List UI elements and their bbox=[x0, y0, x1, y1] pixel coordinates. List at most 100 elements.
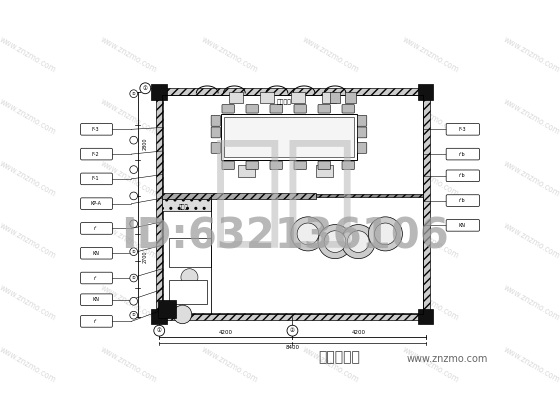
Text: www.znzmo.com: www.znzmo.com bbox=[99, 97, 158, 137]
Text: F-2: F-2 bbox=[92, 152, 100, 157]
Text: www.znzmo.com: www.znzmo.com bbox=[300, 159, 360, 199]
Text: www.znzmo.com: www.znzmo.com bbox=[502, 221, 560, 261]
Circle shape bbox=[324, 231, 346, 252]
Text: ①: ① bbox=[132, 313, 136, 317]
Text: ①: ① bbox=[143, 86, 148, 91]
Circle shape bbox=[130, 166, 138, 173]
Circle shape bbox=[130, 192, 138, 200]
Bar bbox=[169, 238, 211, 267]
Text: ①: ① bbox=[132, 276, 136, 280]
Bar bbox=[162, 95, 423, 314]
FancyBboxPatch shape bbox=[81, 148, 113, 160]
FancyBboxPatch shape bbox=[342, 105, 354, 113]
Circle shape bbox=[297, 223, 319, 245]
Text: www.znzmo.com: www.znzmo.com bbox=[199, 345, 259, 385]
Text: www.znzmo.com: www.znzmo.com bbox=[0, 283, 58, 323]
Text: 商务中心: 商务中心 bbox=[277, 100, 292, 105]
Text: www.znzmo.com: www.znzmo.com bbox=[199, 35, 259, 75]
FancyBboxPatch shape bbox=[446, 220, 479, 231]
Text: ②: ② bbox=[290, 328, 295, 333]
Circle shape bbox=[318, 225, 352, 259]
Text: r': r' bbox=[94, 276, 97, 281]
Text: www.znzmo.com: www.znzmo.com bbox=[300, 35, 360, 75]
Bar bbox=[169, 280, 207, 304]
Circle shape bbox=[130, 220, 138, 228]
Bar bbox=[345, 92, 356, 103]
Text: r'b: r'b bbox=[459, 198, 465, 203]
Text: r'b: r'b bbox=[459, 173, 465, 178]
FancyBboxPatch shape bbox=[318, 161, 330, 170]
Text: www.znzmo.com: www.znzmo.com bbox=[401, 283, 461, 323]
FancyBboxPatch shape bbox=[81, 173, 113, 185]
FancyBboxPatch shape bbox=[211, 116, 221, 126]
Text: www.znzmo.com: www.znzmo.com bbox=[300, 345, 360, 385]
Circle shape bbox=[347, 231, 369, 252]
FancyBboxPatch shape bbox=[246, 161, 258, 170]
Text: www.znzmo.com: www.znzmo.com bbox=[401, 159, 461, 199]
Text: 2800: 2800 bbox=[143, 138, 148, 150]
Circle shape bbox=[140, 83, 151, 94]
Text: KP-A: KP-A bbox=[90, 201, 101, 206]
Text: www.znzmo.com: www.znzmo.com bbox=[300, 221, 360, 261]
Bar bbox=[330, 92, 340, 103]
Text: r'b: r'b bbox=[459, 152, 465, 157]
Bar bbox=[291, 92, 305, 103]
FancyBboxPatch shape bbox=[81, 315, 113, 327]
Text: www.znzmo.com: www.znzmo.com bbox=[300, 283, 360, 323]
Text: r': r' bbox=[94, 226, 97, 231]
Text: ①: ① bbox=[132, 249, 136, 254]
Bar bbox=[418, 309, 433, 325]
Text: F-1: F-1 bbox=[92, 176, 100, 181]
Text: www.znzmo.com: www.znzmo.com bbox=[502, 97, 560, 137]
FancyBboxPatch shape bbox=[294, 161, 306, 170]
FancyBboxPatch shape bbox=[446, 123, 479, 135]
Text: www.znzmo.com: www.znzmo.com bbox=[401, 221, 461, 261]
Text: www.znzmo.com: www.znzmo.com bbox=[407, 354, 488, 364]
FancyBboxPatch shape bbox=[294, 105, 306, 113]
Text: www.znzmo.com: www.znzmo.com bbox=[0, 35, 58, 75]
Text: 4200: 4200 bbox=[219, 330, 233, 335]
Bar bbox=[156, 92, 163, 317]
FancyBboxPatch shape bbox=[81, 247, 113, 259]
FancyBboxPatch shape bbox=[270, 105, 282, 113]
Text: ①: ① bbox=[132, 92, 136, 96]
FancyBboxPatch shape bbox=[222, 161, 234, 170]
Text: 知未资料库: 知未资料库 bbox=[318, 350, 360, 364]
Bar bbox=[162, 199, 211, 211]
FancyBboxPatch shape bbox=[81, 223, 113, 234]
Circle shape bbox=[291, 217, 325, 251]
Bar bbox=[152, 309, 167, 325]
Circle shape bbox=[154, 325, 165, 336]
FancyBboxPatch shape bbox=[211, 127, 221, 138]
Text: www.znzmo.com: www.znzmo.com bbox=[199, 221, 259, 261]
Circle shape bbox=[130, 90, 138, 97]
Text: ID:632136106: ID:632136106 bbox=[121, 215, 449, 257]
Bar bbox=[423, 92, 430, 317]
Bar bbox=[260, 92, 274, 103]
Circle shape bbox=[341, 225, 375, 259]
Text: F-3: F-3 bbox=[92, 127, 100, 132]
FancyBboxPatch shape bbox=[246, 105, 258, 113]
FancyBboxPatch shape bbox=[342, 161, 354, 170]
FancyBboxPatch shape bbox=[81, 272, 113, 284]
Text: www.znzmo.com: www.znzmo.com bbox=[199, 283, 259, 323]
Bar bbox=[316, 194, 423, 197]
Text: www.znzmo.com: www.znzmo.com bbox=[99, 35, 158, 75]
Text: www.znzmo.com: www.znzmo.com bbox=[502, 159, 560, 199]
Text: www.znzmo.com: www.znzmo.com bbox=[502, 283, 560, 323]
Bar bbox=[238, 165, 255, 177]
Text: www.znzmo.com: www.znzmo.com bbox=[199, 97, 259, 137]
FancyBboxPatch shape bbox=[81, 123, 113, 135]
Bar bbox=[158, 300, 176, 318]
FancyBboxPatch shape bbox=[357, 127, 367, 138]
Text: 2700: 2700 bbox=[143, 250, 148, 262]
FancyBboxPatch shape bbox=[357, 142, 367, 153]
Circle shape bbox=[130, 136, 138, 144]
FancyBboxPatch shape bbox=[211, 142, 221, 153]
Text: F-3: F-3 bbox=[458, 127, 466, 132]
Text: www.znzmo.com: www.znzmo.com bbox=[199, 159, 259, 199]
Text: www.znzmo.com: www.znzmo.com bbox=[99, 221, 158, 261]
Bar bbox=[159, 313, 426, 320]
FancyBboxPatch shape bbox=[357, 116, 367, 126]
Bar bbox=[316, 165, 333, 177]
